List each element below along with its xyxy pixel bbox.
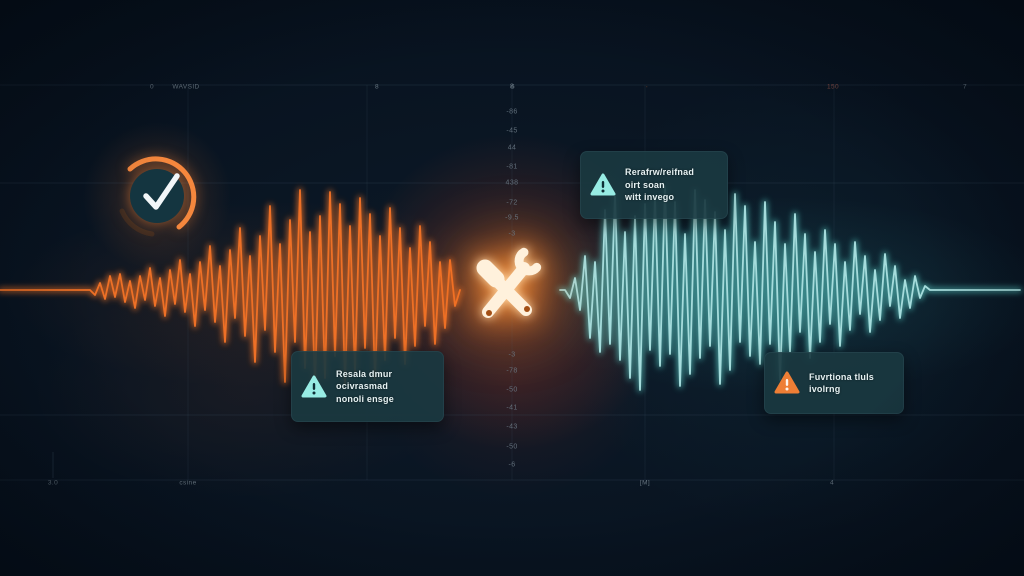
alert-text-line: ivolrng (809, 384, 841, 394)
alert-text-line: Fuvrtiona tluls (809, 371, 875, 382)
center-axis-tick-label: -78 (506, 367, 518, 375)
edge-tick-label: 150 (826, 83, 840, 91)
edge-tick-label: 0 (149, 83, 155, 91)
edge-tick-label: [M] (639, 479, 651, 487)
tools-wrench-icon (476, 247, 542, 318)
warning-triangle-orange-icon (774, 371, 800, 394)
screwdriver-handle-hole (524, 306, 530, 312)
screwdriver-handle-tip (476, 259, 505, 288)
center-axis-tick-label: -81 (506, 163, 518, 171)
edge-tick-label: csine (179, 479, 197, 487)
center-axis-tick-label: -6 (508, 461, 516, 469)
alert-text-line: Resala dmur (336, 368, 393, 379)
edge-tick-label: 3.0 (47, 479, 59, 487)
alert-text-line: Rerafrw/reifnad (625, 167, 695, 178)
edge-tick-label: 4 (829, 479, 835, 487)
alert-box-bottom-right: Fuvrtiona tluls ivolrng (764, 352, 904, 414)
center-axis-tick-label: -72 (506, 199, 518, 207)
alert-text-line: witt invego (625, 192, 675, 203)
alert-text-line: oirt soan (625, 179, 665, 190)
center-axis-tick-label: -45 (506, 127, 518, 135)
edge-tick-label: 7 (962, 83, 968, 91)
alert-text-line: ocivrasmad (336, 381, 389, 392)
warning-triangle-teal-icon (590, 173, 616, 196)
edge-tick-label: 8 (374, 83, 380, 91)
warning-triangle-teal-icon (301, 375, 327, 397)
edge-tick-label: 6 (510, 83, 516, 91)
center-axis-tick-label: -86 (506, 108, 518, 116)
alert-text-line: nonoli ensge (336, 393, 394, 404)
center-axis-tick-label: -9.5 (505, 214, 519, 222)
wrench-handle-hole (486, 310, 492, 316)
center-axis-tick-label: -41 (506, 404, 518, 412)
edge-tick-label: WAVSID (172, 83, 200, 91)
center-axis-tick-label: -50 (506, 443, 518, 451)
wrench-open-head (514, 247, 542, 276)
status-check-icon (119, 156, 197, 237)
center-axis-tick-label: -43 (506, 423, 518, 431)
center-axis-tick-label: -3 (508, 230, 516, 238)
center-axis-tick-label: 438 (505, 179, 519, 187)
edge-tick-label: · (645, 83, 649, 91)
alert-box-top: Rerafrw/reifnad oirt soan witt invego (580, 151, 728, 219)
center-axis-tick-label: -50 (506, 386, 518, 394)
center-axis-tick-label: -3 (508, 351, 516, 359)
alert-box-bottom-left: Resala dmur ocivrasmad nonoli ensge (291, 351, 444, 422)
center-axis-tick-label: 44 (507, 144, 517, 152)
